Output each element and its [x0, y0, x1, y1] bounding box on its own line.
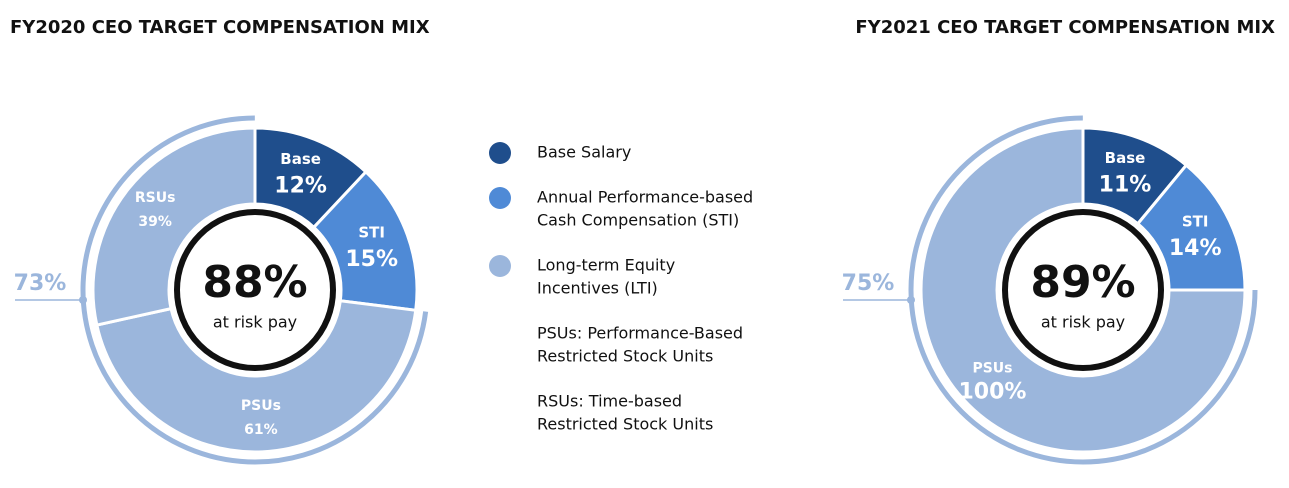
sub-slice-label: 61%	[244, 422, 278, 438]
leader-dot	[907, 296, 915, 304]
legend-swatch	[489, 142, 511, 164]
legend-note: RSUs: Time-based	[537, 392, 682, 411]
sub-slice-label: 39%	[138, 214, 172, 230]
center-label: 88%	[202, 257, 307, 308]
center-ring	[174, 209, 336, 371]
center-ring	[1002, 209, 1164, 371]
legend-swatch	[489, 187, 511, 209]
legend-note: Restricted Stock Units	[537, 415, 713, 434]
slice-label: 14%	[1169, 236, 1222, 261]
slice-name: Base	[1105, 149, 1146, 167]
slice-label: 12%	[274, 174, 327, 199]
chart-title: FY2021 CEO TARGET COMPENSATION MIX	[855, 17, 1275, 38]
sub-slice	[919, 126, 1247, 454]
sub-slice-name: PSUs	[241, 398, 281, 414]
slice-name: STI	[1182, 213, 1209, 231]
outer-label: 73%	[14, 271, 67, 296]
center-label: 89%	[1030, 257, 1135, 308]
legend-swatch	[489, 255, 511, 277]
leader-dot	[79, 296, 87, 304]
slice-name: Base	[280, 150, 321, 168]
legend-text: Annual Performance-based	[537, 188, 753, 207]
center-text: at risk pay	[213, 313, 297, 332]
outer-arc	[80, 115, 429, 465]
legend-text: Incentives (LTI)	[537, 279, 658, 298]
slice-label: 15%	[345, 247, 398, 272]
sub-slice	[95, 299, 418, 454]
legend-text: Base Salary	[537, 143, 631, 162]
sub-slice-label: 100%	[959, 380, 1027, 405]
center-text: at risk pay	[1041, 313, 1125, 332]
slice-label: 11%	[1099, 172, 1152, 197]
legend-note: PSUs: Performance-Based	[537, 324, 743, 343]
slice-name: STI	[358, 223, 385, 241]
legend-text: Long-term Equity	[537, 256, 675, 275]
outer-arc	[908, 115, 1258, 465]
legend-text: Cash Compensation (STI)	[537, 211, 739, 230]
outer-label: 75%	[842, 271, 895, 296]
sub-slice-name: PSUs	[972, 361, 1012, 377]
chart-title: FY2020 CEO TARGET COMPENSATION MIX	[10, 17, 430, 38]
sub-slice	[91, 126, 257, 327]
legend-note: Restricted Stock Units	[537, 347, 713, 366]
sub-slice-name: RSUs	[135, 190, 176, 206]
